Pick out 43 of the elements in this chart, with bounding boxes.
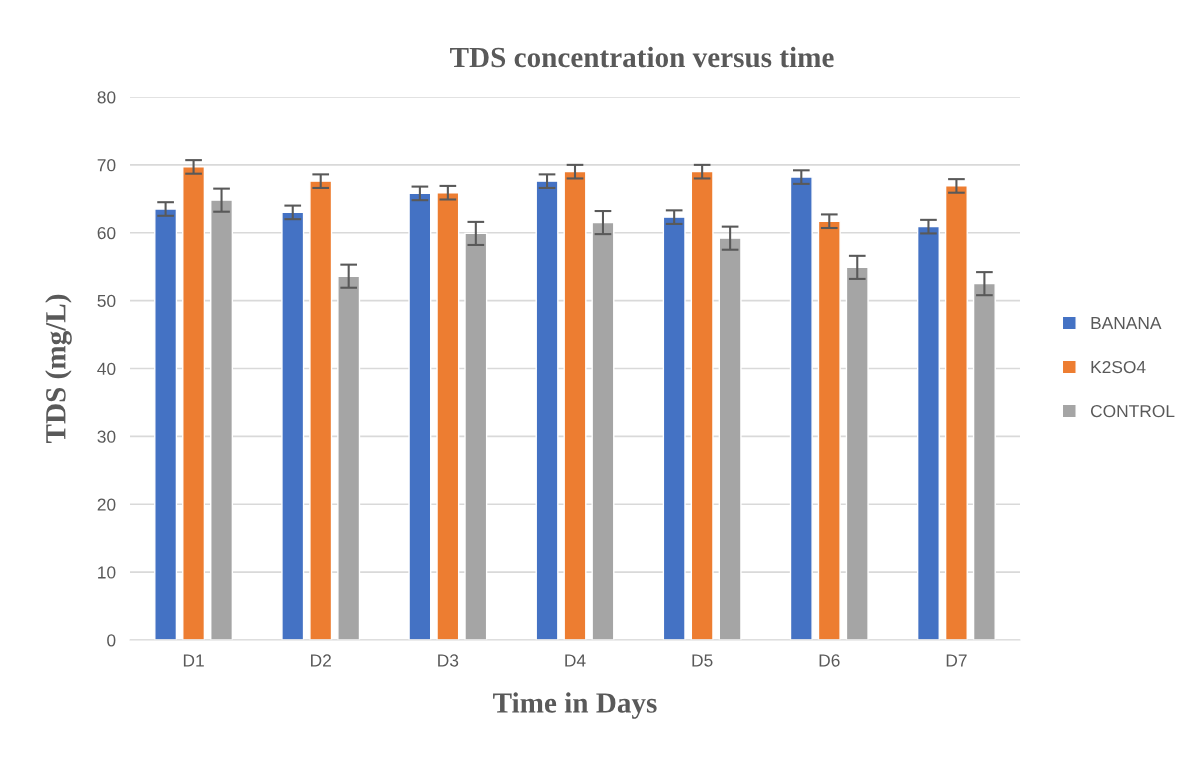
legend-label: K2SO4 — [1091, 360, 1146, 374]
y-tick-label: 70 — [97, 159, 116, 172]
y-tick-label: 60 — [97, 226, 116, 240]
bar — [591, 221, 615, 640]
bar — [972, 282, 996, 640]
bar — [845, 266, 869, 640]
x-tick-label: D7 — [946, 654, 967, 667]
bar — [535, 180, 559, 640]
x-tick-label: D5 — [692, 654, 713, 667]
x-tick-label: D3 — [438, 654, 459, 667]
bar — [916, 225, 940, 640]
x-tick-label: D4 — [565, 654, 586, 667]
y-tick-label: 10 — [98, 566, 116, 579]
bar — [563, 170, 587, 640]
bar — [718, 237, 742, 640]
y-tick-label: 80 — [97, 91, 116, 104]
x-axis-title: Time in Days — [493, 692, 657, 719]
bar — [944, 185, 968, 640]
x-tick-label: D2 — [311, 654, 331, 667]
y-tick-label: 40 — [97, 362, 116, 375]
y-tick-label: 0 — [107, 634, 116, 647]
bar — [309, 180, 333, 640]
x-tick-label: D1 — [183, 654, 204, 667]
bar — [662, 216, 686, 640]
bar — [281, 211, 305, 640]
bar — [182, 166, 206, 640]
y-tick-label: 30 — [97, 430, 116, 443]
bar — [337, 275, 361, 640]
bar — [154, 208, 178, 640]
bar — [789, 176, 813, 640]
bar — [690, 170, 714, 640]
bar — [436, 192, 460, 640]
y-tick-label: 20 — [97, 498, 116, 511]
legend-label: BANANA — [1091, 317, 1162, 329]
bar — [210, 199, 234, 640]
bar — [408, 192, 432, 640]
x-tick-label: D6 — [819, 654, 840, 667]
legend-label: CONTROL — [1090, 404, 1175, 418]
y-tick-label: 50 — [97, 294, 116, 308]
chart-title: TDS concentration versus time — [450, 46, 834, 68]
bar — [464, 232, 488, 640]
bar — [817, 220, 841, 640]
y-axis-title: TDS (mg/L) — [45, 294, 72, 443]
